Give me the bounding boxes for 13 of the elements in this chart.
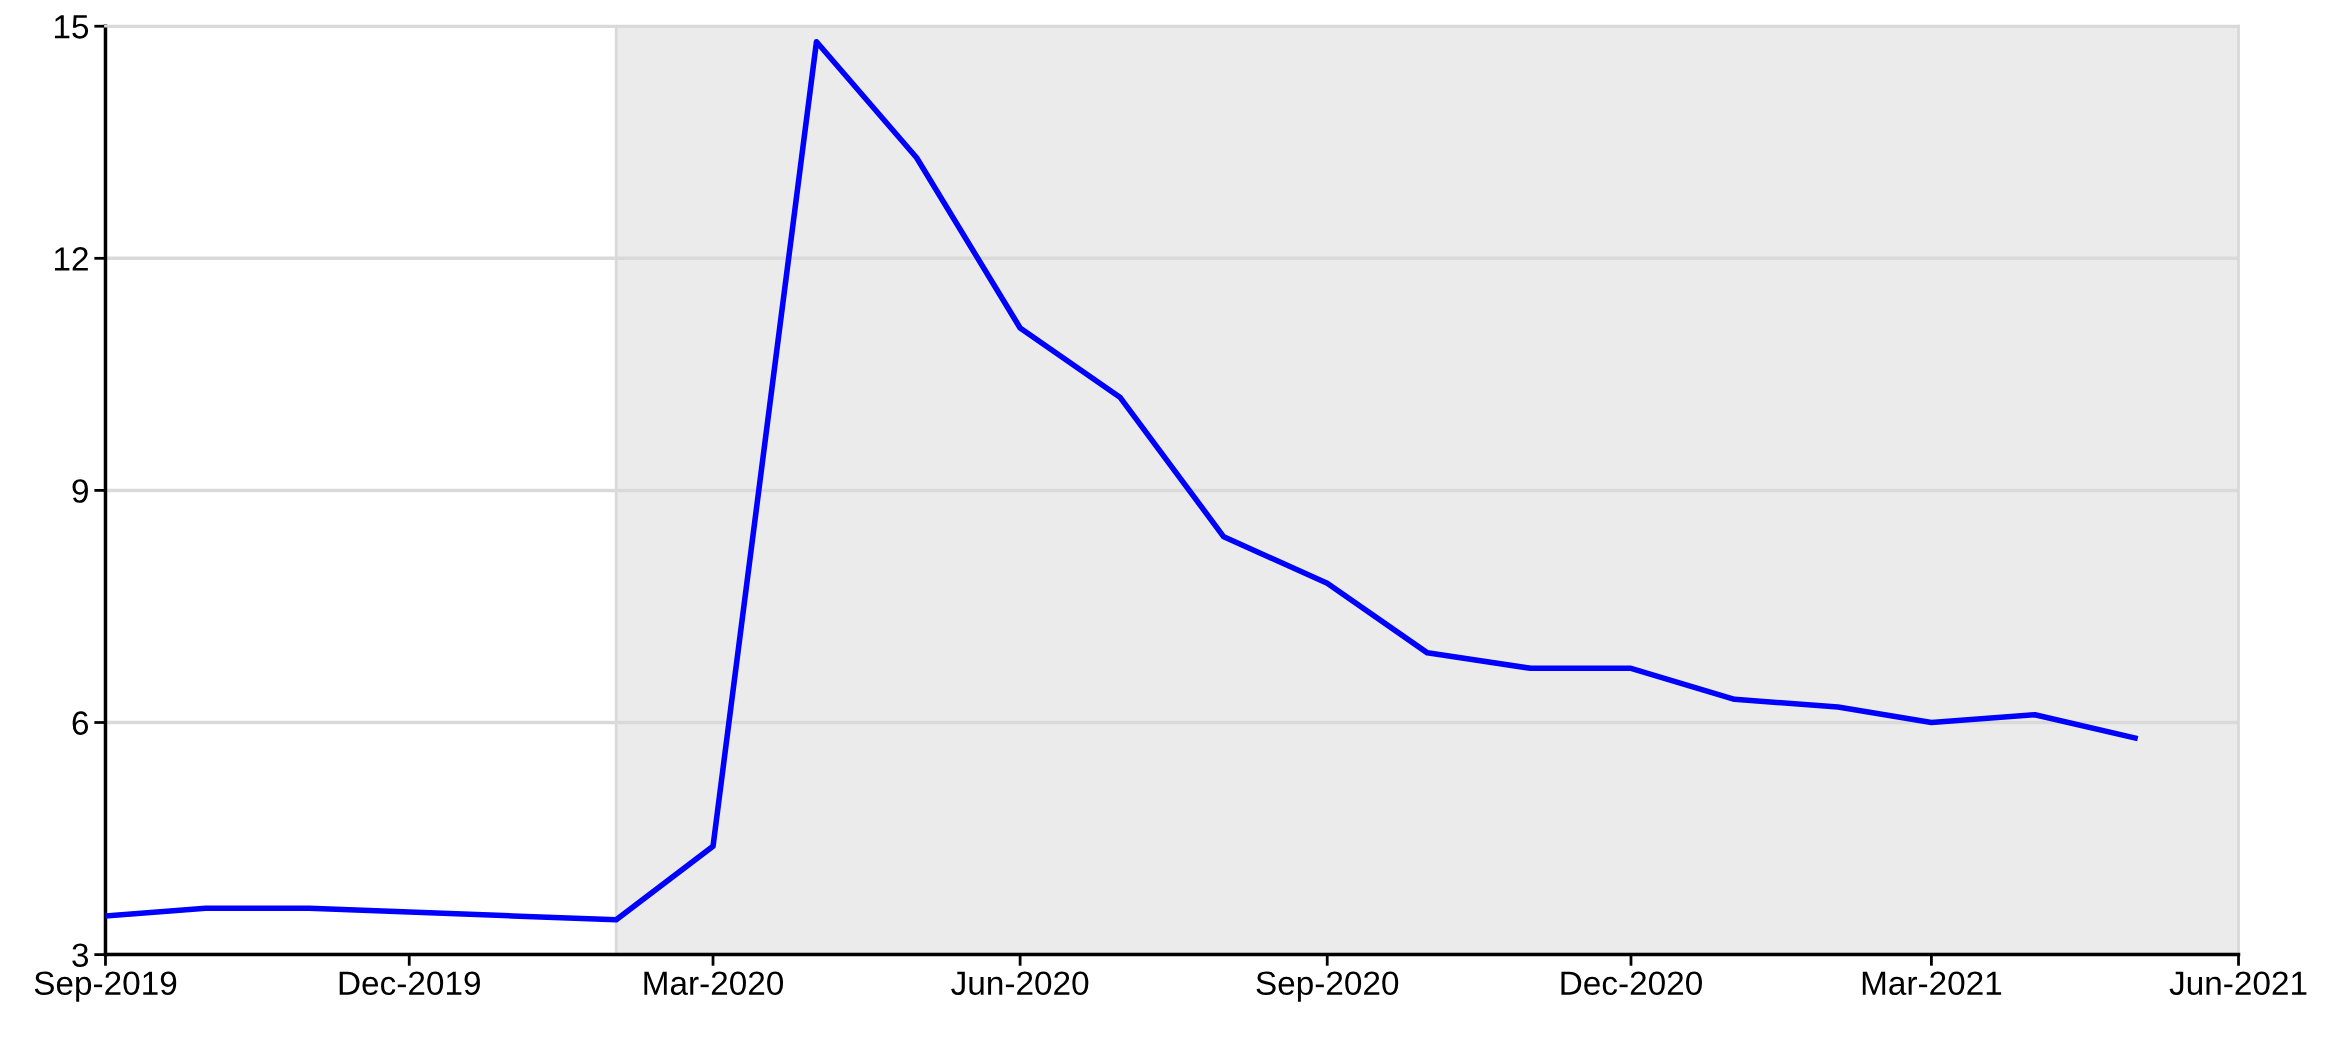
y-tick-label: 9	[72, 479, 88, 503]
x-tick-label: Mar-2021	[1862, 971, 2002, 996]
x-tick-label: Mar-2020	[644, 971, 784, 996]
x-tick-label: Jun-2020	[951, 971, 1089, 996]
x-tick-label: Dec-2019	[339, 971, 480, 996]
x-tick-label: Sep-2019	[34, 971, 177, 1002]
y-tick-label: 3	[72, 943, 89, 967]
y-tick-label: 12	[54, 247, 88, 271]
y-tick-label: 6	[72, 711, 89, 735]
x-tick-label: Sep-2020	[1256, 971, 1399, 1002]
y-tick-label: 15	[54, 15, 89, 39]
x-tick-label: Jun-2021	[2169, 971, 2307, 996]
x-tick-label: Dec-2020	[1561, 971, 1702, 996]
